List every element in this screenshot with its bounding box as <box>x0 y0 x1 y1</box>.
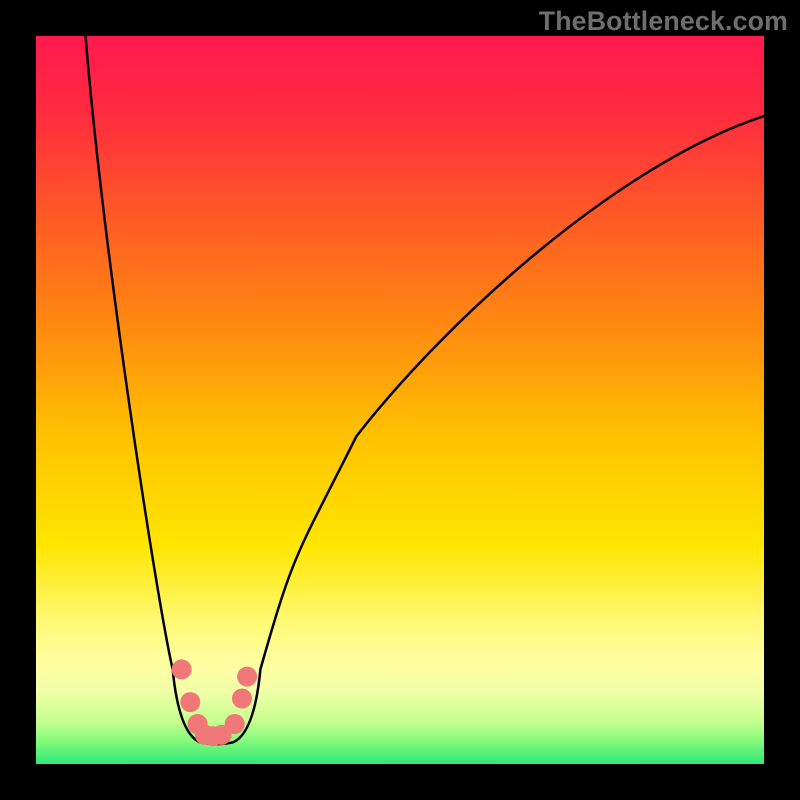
accent-bead <box>180 692 200 712</box>
bottleneck-curve <box>86 36 764 744</box>
plot-area <box>36 36 764 764</box>
accent-bead <box>237 667 257 687</box>
accent-bead <box>232 689 252 709</box>
chart-root: TheBottleneck.com <box>0 0 800 800</box>
accent-bead <box>225 714 245 734</box>
chart-svg <box>36 36 764 764</box>
watermark-text: TheBottleneck.com <box>539 6 788 37</box>
accent-bead <box>172 659 192 679</box>
